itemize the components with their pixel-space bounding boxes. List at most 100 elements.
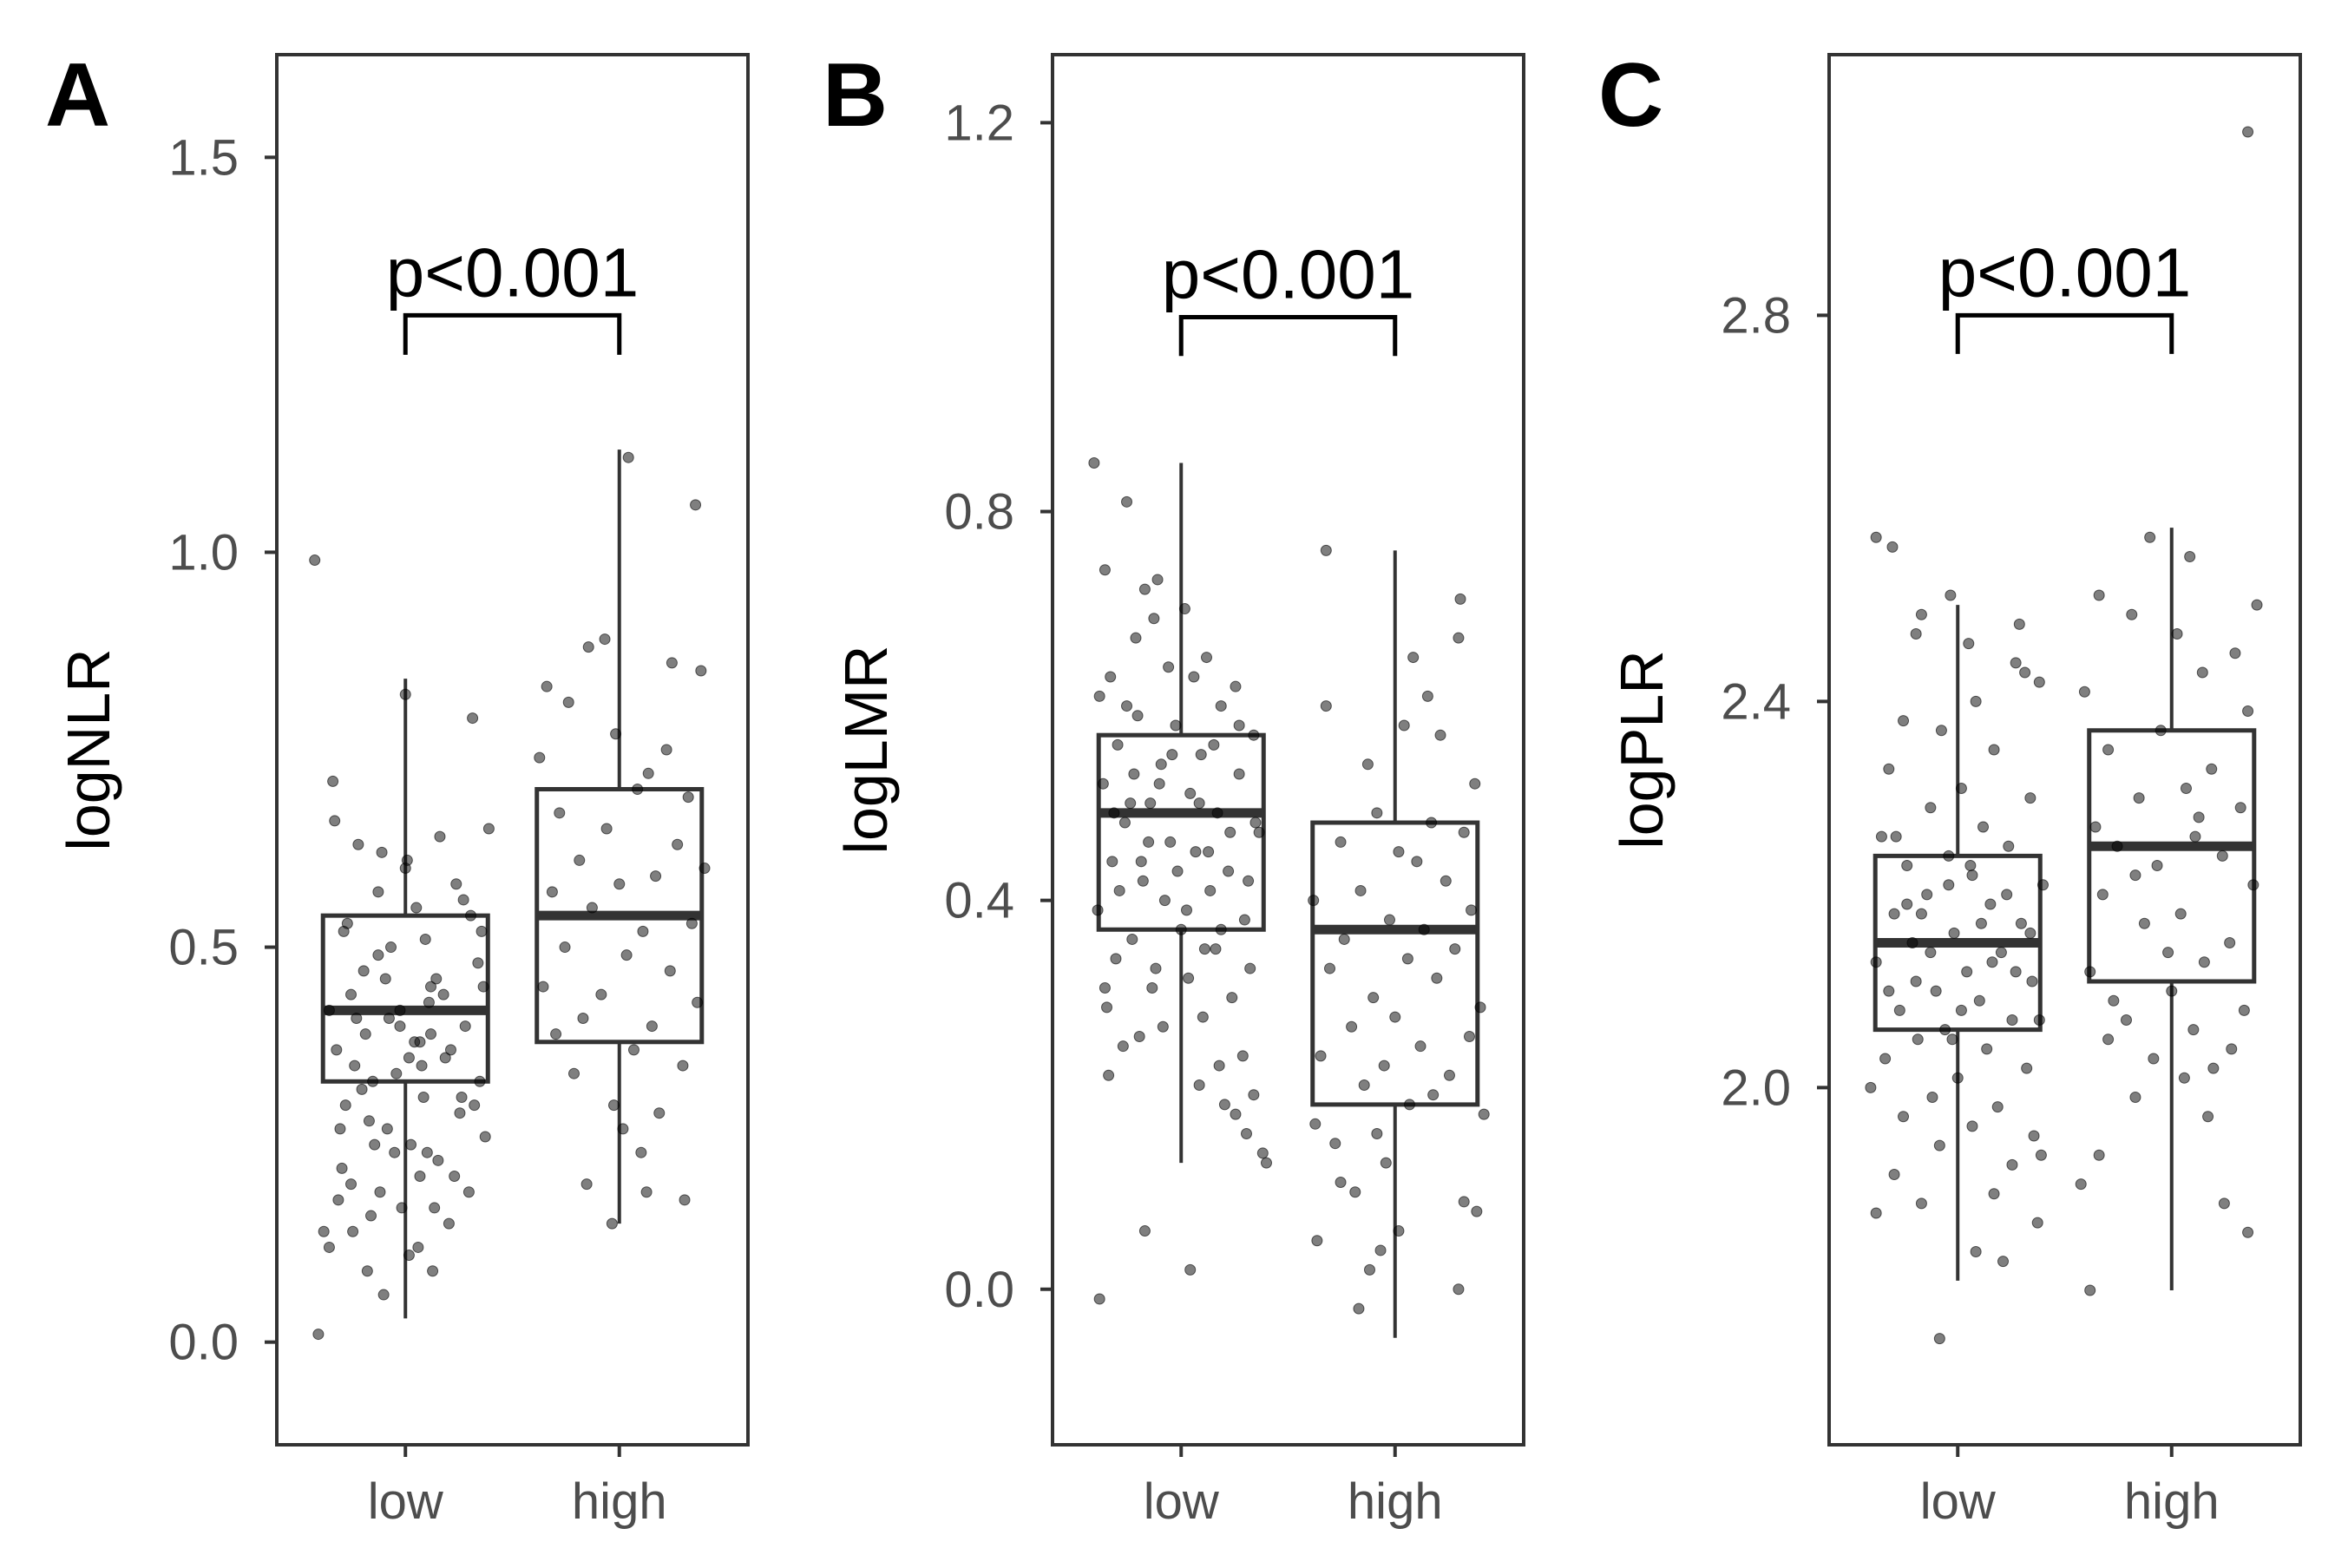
data-point-low [359, 1028, 371, 1040]
data-point-high [2174, 908, 2187, 920]
data-point-low [2021, 1062, 2033, 1074]
data-point-high [660, 744, 672, 756]
data-point-low [1945, 589, 1957, 601]
data-point-low [1184, 787, 1197, 799]
data-point-high [610, 728, 622, 740]
data-point-low [377, 1289, 390, 1301]
data-point-low [365, 1210, 377, 1222]
data-point-low [1910, 628, 1922, 640]
data-point-low [1164, 836, 1177, 848]
data-point-low [327, 775, 339, 787]
data-point-low [318, 1225, 330, 1237]
data-point-high [2242, 1226, 2254, 1238]
data-point-high [627, 1044, 639, 1056]
data-point-low [1215, 923, 1227, 935]
data-point-low [1986, 956, 1998, 968]
data-point-high [2171, 628, 2183, 640]
data-point-high [559, 941, 571, 954]
data-point-low [464, 909, 476, 922]
data-point-high [586, 902, 598, 914]
data-point-low [1108, 807, 1120, 819]
data-point-low [1961, 966, 1973, 978]
data-point-high [695, 665, 707, 677]
data-point-low [1215, 700, 1227, 712]
data-point-high [2078, 686, 2090, 698]
data-point-low [1865, 1081, 1877, 1093]
data-point-low [369, 1138, 381, 1151]
y-tick-label: 2.8 [1721, 287, 1791, 344]
data-point-low [417, 1092, 430, 1103]
data-point-high [646, 1020, 658, 1033]
data-point-high [2234, 802, 2246, 814]
x-tick-label-high: high [572, 1473, 667, 1530]
data-point-high [1453, 632, 1465, 644]
data-point-low [1125, 797, 1137, 810]
data-point-low [1183, 972, 1195, 984]
data-point-high [606, 1217, 618, 1230]
data-point-low [349, 1060, 361, 1072]
data-point-low [1870, 956, 1882, 968]
data-point-low [403, 1052, 415, 1064]
data-point-high [1371, 1128, 1383, 1140]
data-point-low [1951, 1072, 1964, 1084]
data-point-high [698, 863, 711, 875]
data-point-low [1933, 1139, 1945, 1151]
data-point-low [1163, 661, 1175, 673]
data-point-low [390, 1067, 403, 1079]
data-point-low [449, 1171, 461, 1183]
data-point-low [1210, 943, 1222, 955]
data-point-low [450, 878, 462, 890]
y-tick-label: 2.4 [1721, 673, 1791, 730]
data-point-low [351, 1012, 363, 1024]
data-point-low [338, 925, 350, 937]
data-point-high [1414, 1040, 1427, 1053]
data-point-low [425, 1028, 437, 1040]
data-point-low [1249, 817, 1262, 829]
data-point-low [1128, 768, 1140, 780]
data-point-low [1211, 807, 1223, 819]
data-point-high [2247, 879, 2259, 891]
data-point-low [437, 988, 449, 1001]
data-point-low [429, 1202, 441, 1214]
data-point-low [2031, 1217, 2043, 1229]
data-point-high [1407, 652, 1420, 664]
data-point-low [432, 1154, 444, 1166]
data-point-low [1146, 981, 1158, 994]
y-tick-label: 1.2 [944, 95, 1014, 151]
data-point-low [1915, 608, 1927, 620]
data-point-low [1230, 1108, 1242, 1120]
p-value-label: p<0.001 [1938, 233, 2191, 311]
data-point-low [469, 1099, 481, 1112]
data-point-low [1901, 860, 1913, 871]
data-point-low [1223, 865, 1235, 877]
y-tick-label: 0.5 [168, 920, 239, 976]
data-point-low [414, 1171, 426, 1183]
data-point-low [474, 1075, 486, 1087]
data-point-low [2001, 889, 2013, 901]
data-point-low [1248, 729, 1260, 741]
data-point-low [1203, 846, 1215, 858]
y-axis-title: logNLR [55, 648, 122, 850]
data-point-low [472, 957, 484, 969]
data-point-high [2242, 126, 2254, 138]
y-tick-label: 0.0 [168, 1315, 239, 1371]
data-point-low [1103, 1069, 1115, 1081]
data-point-low [1117, 1040, 1129, 1053]
data-point-low [1925, 802, 1937, 814]
data-point-high [1443, 1069, 1455, 1081]
data-point-low [332, 1194, 344, 1206]
data-point-high [1474, 1001, 1486, 1014]
data-point-low [1997, 1256, 2010, 1268]
data-point-low [419, 933, 431, 945]
data-point-high [1380, 1157, 1392, 1169]
data-point-high [574, 854, 586, 866]
data-point-high [2089, 821, 2102, 833]
data-point-low [403, 1250, 415, 1262]
data-point-low [445, 1044, 457, 1056]
data-point-high [1426, 817, 1438, 829]
data-point-high [677, 1060, 689, 1072]
data-point-high [1393, 1225, 1405, 1237]
data-point-high [2251, 599, 2263, 611]
data-point-low [2033, 1014, 2045, 1026]
data-point-high [1358, 1079, 1370, 1091]
